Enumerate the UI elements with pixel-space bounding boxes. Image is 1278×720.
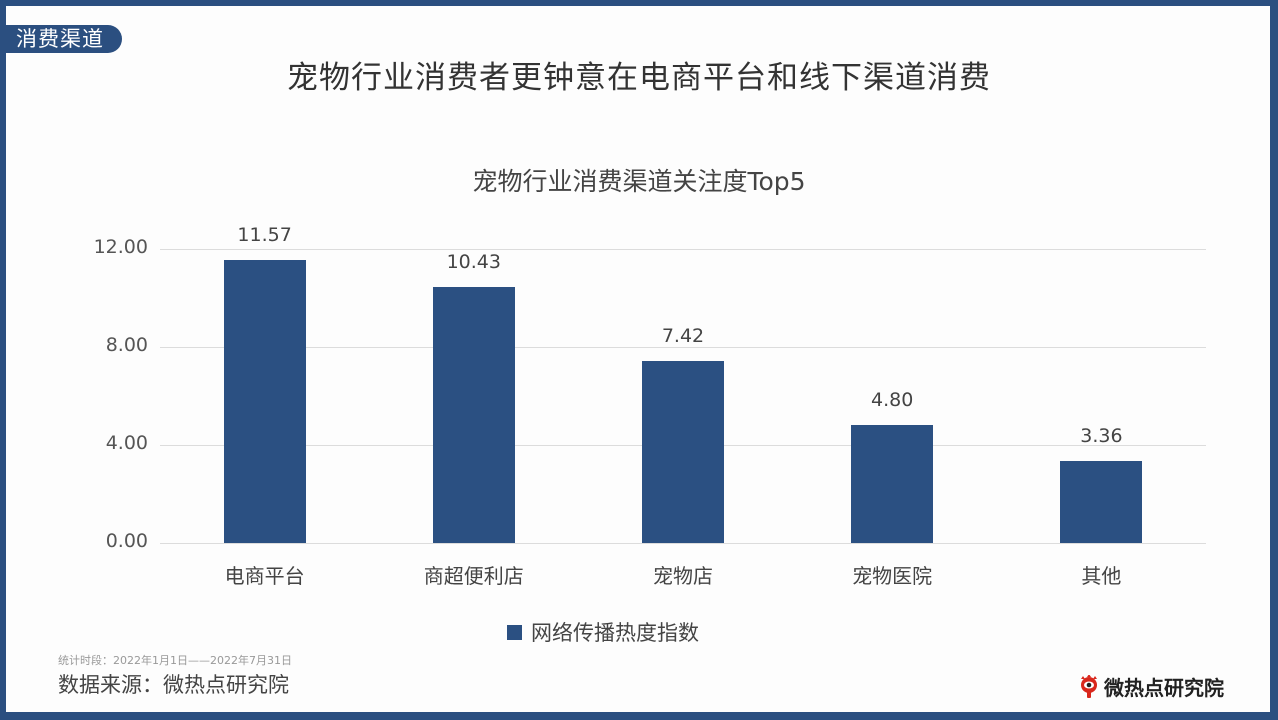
bar-5 [1060, 460, 1143, 543]
x-category-label: 其他 [1081, 564, 1122, 588]
x-category-label: 商超便利店 [423, 564, 524, 588]
legend-swatch-icon [507, 624, 522, 640]
statistics-period: 统计时段：2022年1月1日——2022年7月31日 [58, 654, 292, 667]
frame-top-border [0, 0, 1278, 6]
y-tick-label: 8.00 [105, 334, 148, 356]
frame-bottom-border [0, 712, 1278, 720]
x-category-label: 宠物医院 [852, 564, 933, 588]
x-category-label: 电商平台 [224, 564, 305, 588]
frame-left-border [0, 0, 6, 720]
bar-1 [223, 259, 306, 543]
brand-logo: 微热点研究院 [1078, 672, 1224, 701]
section-tag: 消费渠道 [6, 25, 122, 53]
gridline [160, 249, 1206, 250]
legend-label: 网络传播热度指数 [531, 621, 699, 645]
chart-title: 宠物行业消费渠道关注度Top5 [472, 167, 806, 196]
weibo-eye-icon [1081, 674, 1097, 698]
frame-right-border [1270, 0, 1278, 720]
plot-area [160, 200, 1206, 544]
bar-value-label: 7.42 [661, 325, 705, 348]
bar-4 [851, 425, 934, 543]
bar-value-label: 10.43 [446, 251, 501, 274]
y-tick-label: 0.00 [105, 530, 148, 552]
bar-3 [642, 361, 724, 543]
y-tick-label: 12.00 [93, 236, 148, 258]
gridline [160, 543, 1206, 544]
bar-value-label: 11.57 [237, 223, 292, 246]
x-category-label: 宠物店 [653, 564, 713, 588]
page-title: 宠物行业消费者更钟意在电商平台和线下渠道消费 [287, 60, 991, 96]
y-tick-label: 4.00 [105, 432, 148, 454]
brand-name: 微热点研究院 [1104, 676, 1224, 700]
bar-value-label: 3.36 [1080, 424, 1123, 447]
data-source: 数据来源：微热点研究院 [58, 673, 289, 697]
legend: 网络传播热度指数 [507, 617, 699, 647]
gridline [160, 347, 1206, 348]
bar-2 [432, 287, 515, 543]
bar-value-label: 4.80 [871, 389, 914, 412]
